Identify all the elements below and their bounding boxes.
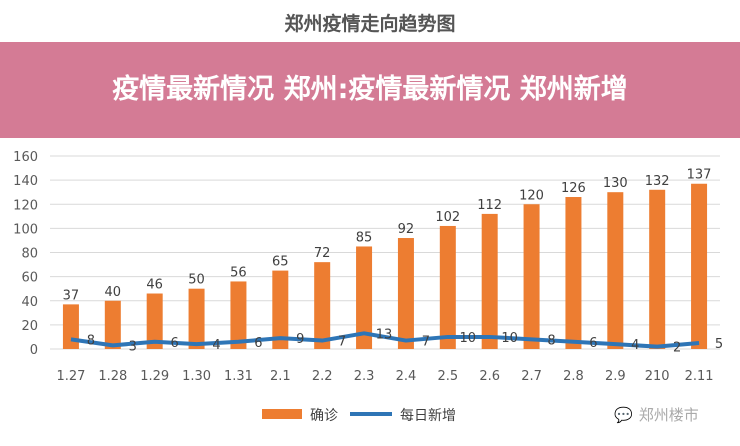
line-data-label: 8: [87, 333, 95, 348]
bar: [230, 281, 247, 349]
chart-title: 郑州疫情走向趋势图: [284, 12, 455, 35]
y-tick-label: 120: [13, 198, 38, 213]
line-data-label: 8: [547, 333, 555, 348]
x-tick-label: 210: [645, 369, 670, 384]
bar-data-label: 65: [272, 255, 289, 270]
x-tick-label: 2.3: [354, 369, 375, 384]
x-tick-label: 2.8: [563, 369, 584, 384]
x-tick-label: 1.30: [182, 369, 211, 384]
y-tick-label: 40: [21, 295, 38, 310]
x-tick-label: 2.7: [521, 369, 542, 384]
x-tick-label: 2.5: [437, 369, 458, 384]
bar: [649, 189, 666, 349]
x-tick-label: 2.2: [312, 369, 333, 384]
bar: [691, 183, 708, 349]
bar: [607, 192, 624, 349]
x-tick-label: 1.31: [224, 369, 253, 384]
x-tick-label: 2.11: [685, 369, 714, 384]
bar-data-label: 137: [687, 168, 712, 183]
y-tick-label: 80: [21, 247, 38, 262]
headline: 疫情最新情况 郑州:疫情最新情况 郑州新增: [112, 74, 628, 105]
bar-data-label: 37: [63, 288, 80, 303]
line-series: [70, 331, 700, 349]
line-data-label: 4: [631, 338, 639, 353]
x-tick-label: 2.1: [270, 369, 291, 384]
y-tick-label: 100: [13, 222, 38, 237]
legend-line-label: 每日新增: [400, 408, 456, 424]
line-data-label: 4: [212, 338, 220, 353]
legend-bar-label: 确诊: [310, 408, 338, 424]
line-data-label: 7: [422, 335, 430, 350]
line-data-label: 6: [254, 336, 262, 351]
bar-data-label: 126: [561, 181, 586, 196]
bar: [439, 225, 456, 349]
bar-data-label: 40: [105, 285, 122, 300]
x-tick-label: 2.4: [396, 369, 417, 384]
bar-data-label: 85: [356, 230, 373, 245]
line-data-label: 9: [296, 332, 304, 347]
bar: [397, 238, 414, 349]
bar-data-label: 132: [645, 174, 670, 189]
x-tick-label: 2.9: [605, 369, 626, 384]
watermark-text: 郑州楼市: [638, 406, 699, 424]
line-data-label: 10: [460, 331, 477, 346]
bar-data-label: 72: [314, 246, 331, 261]
y-tick-label: 0: [30, 343, 38, 358]
bar-data-label: 120: [519, 188, 544, 203]
line-data-label: 2: [673, 341, 681, 356]
bar: [356, 246, 373, 349]
line-data-label: 5: [715, 337, 723, 352]
bar: [62, 304, 79, 349]
headline-banner: 疫情最新情况 郑州:疫情最新情况 郑州新增: [0, 42, 740, 138]
bar-data-label: 102: [435, 210, 460, 225]
x-tick-label: 2.6: [479, 369, 500, 384]
bar: [104, 300, 121, 349]
bar: [565, 197, 582, 349]
line-data-label: 6: [589, 336, 597, 351]
bar: [146, 293, 163, 349]
line-data-label: 3: [129, 339, 137, 354]
line-data-label: 7: [338, 335, 346, 350]
x-tick-label: 1.28: [98, 369, 127, 384]
line-data-label: 13: [376, 327, 393, 342]
bar: [314, 262, 331, 349]
y-tick-label: 160: [13, 150, 38, 165]
bar-data-label: 92: [398, 222, 415, 237]
bar: [188, 288, 205, 349]
wechat-icon: 💬: [614, 405, 633, 424]
bar: [481, 213, 498, 349]
bar-data-label: 112: [477, 198, 502, 213]
line-data-label: 10: [501, 331, 518, 346]
x-tick-label: 1.27: [56, 369, 85, 384]
bar: [523, 204, 540, 349]
x-tick-label: 1.29: [140, 369, 169, 384]
watermark: 💬 郑州楼市: [614, 404, 699, 425]
bar-data-label: 130: [603, 176, 628, 191]
y-tick-label: 60: [21, 271, 38, 286]
y-tick-label: 20: [21, 319, 38, 334]
bar-data-label: 46: [146, 278, 163, 293]
bar-data-label: 56: [230, 265, 247, 280]
y-tick-label: 140: [13, 174, 38, 189]
bar: [272, 270, 289, 349]
bar-data-label: 50: [188, 273, 205, 288]
line-data-label: 6: [171, 336, 179, 351]
legend-bar-swatch: [262, 409, 302, 419]
